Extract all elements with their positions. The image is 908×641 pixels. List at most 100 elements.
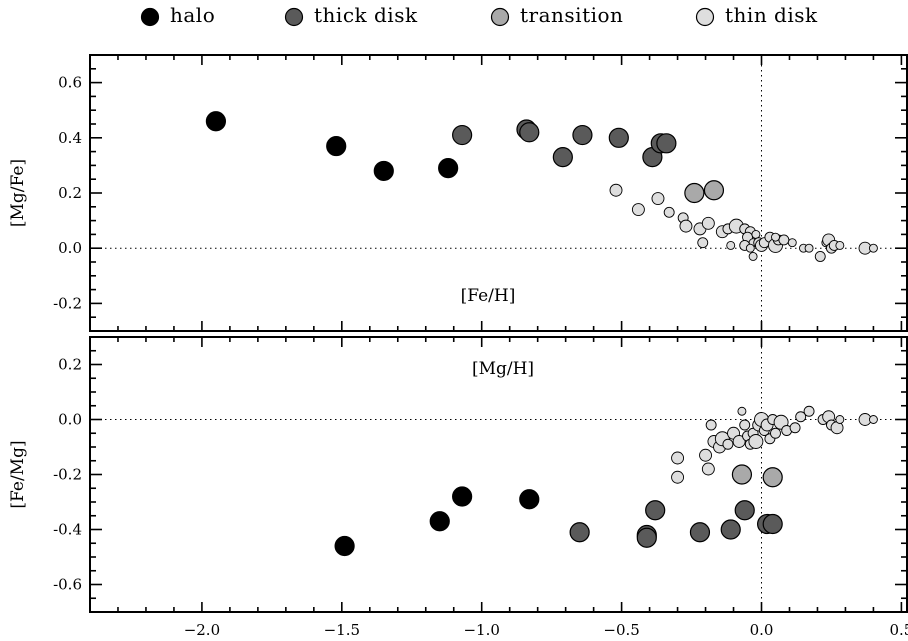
panel-mgfe-vs-feh: -0.2 0.0 0.2 0.4 0.6 [Fe/H] [Mg/Fe]: [8, 54, 908, 332]
series-halo: [334, 486, 540, 557]
data-point-thin: [732, 435, 746, 448]
legend-marker-thin: [695, 7, 715, 27]
legend-label-thin: thin disk: [725, 3, 818, 27]
data-point-halo: [519, 489, 540, 510]
legend-item-transition: transition: [490, 3, 623, 27]
data-point-thin: [751, 229, 761, 239]
data-point-thin: [804, 243, 814, 253]
x-axis-label: [Fe/H]: [461, 286, 516, 306]
legend-item-halo: halo: [140, 3, 215, 27]
x-tick-label: −2.0: [184, 621, 220, 639]
data-point-thin: [789, 422, 801, 434]
series-transition: [731, 464, 783, 488]
y-tick-label: 0.0: [58, 411, 82, 429]
data-point-thin: [663, 206, 675, 218]
x-tick-label: 0.5: [889, 621, 908, 639]
data-point-thin: [787, 238, 797, 248]
data-point-thin: [778, 234, 790, 246]
data-point-thick: [569, 522, 590, 543]
y-axis-label: [Mg/Fe]: [8, 159, 28, 227]
data-point-thin: [699, 448, 712, 462]
series-halo: [205, 111, 459, 182]
y-tick-label: -0.6: [53, 576, 82, 594]
data-point-thick: [572, 124, 593, 146]
series-transition: [684, 180, 725, 204]
data-point-thin: [748, 252, 758, 261]
data-point-halo: [326, 135, 347, 157]
y-axis-label: [Fe/Mg]: [8, 440, 28, 508]
data-point-thin: [868, 415, 878, 424]
data-point-thin: [722, 438, 734, 450]
data-point-thick: [519, 122, 540, 143]
y-tick-label: 0.0: [58, 239, 82, 257]
data-point-transition: [703, 180, 725, 201]
x-tick-label: 0.0: [750, 621, 774, 639]
data-point-thin: [814, 251, 826, 262]
legend-label-halo: halo: [170, 3, 215, 27]
data-point-halo: [334, 535, 355, 557]
x-tick-label: −0.5: [603, 621, 639, 639]
x-tick-label: −1.0: [463, 621, 499, 639]
data-point-thin: [701, 216, 715, 230]
data-point-thin: [795, 411, 807, 423]
data-point-thin: [651, 192, 665, 205]
data-point-halo: [438, 158, 459, 179]
data-point-halo: [205, 111, 227, 132]
data-point-thin: [739, 419, 751, 431]
y-tick-label: 0.2: [58, 184, 82, 202]
data-point-thin: [745, 243, 755, 253]
data-point-halo: [429, 511, 450, 532]
data-point-transition: [762, 467, 783, 488]
data-point-thin: [671, 470, 685, 484]
legend-label-thick: thick disk: [314, 3, 418, 27]
y-tick-label: -0.4: [53, 521, 82, 539]
data-point-thin: [737, 406, 747, 416]
data-point-thin: [631, 203, 645, 217]
legend-marker-halo: [140, 7, 160, 27]
panel-femg-vs-mgh: -0.6 -0.4 -0.2 0.0 0.2 −2.0 −1.5 −1.0 −0.5 0.0 0.5…: [8, 336, 908, 639]
data-point-thin: [609, 183, 623, 197]
data-point-thick: [734, 500, 755, 521]
y-tick-label: -0.2: [53, 294, 82, 312]
data-point-transition: [684, 182, 705, 204]
data-point-thick: [656, 133, 677, 154]
y-tick-label: 0.4: [58, 129, 82, 147]
x-tick-label: −1.5: [324, 621, 360, 639]
data-point-halo: [452, 486, 473, 507]
data-point-thin: [701, 462, 715, 476]
series-thin: [609, 183, 878, 262]
data-point-thin: [726, 240, 736, 250]
data-point-thick: [762, 513, 783, 535]
data-point-thick: [720, 519, 741, 540]
series-thick: [569, 500, 783, 548]
data-point-thin: [835, 240, 845, 250]
legend-marker-thick: [284, 7, 304, 27]
series-thin: [671, 405, 878, 484]
legend-item-thick: thick disk: [284, 3, 418, 27]
data-point-thick: [645, 500, 666, 521]
data-point-thin: [803, 405, 815, 417]
data-point-thin: [697, 237, 709, 249]
series-thick: [452, 119, 677, 168]
data-point-thin: [679, 219, 693, 233]
data-point-thick: [689, 522, 711, 543]
legend: halo thick disk transition thin disk: [140, 3, 818, 27]
data-point-halo: [373, 160, 394, 182]
data-point-thick: [552, 147, 573, 168]
data-point-thick: [452, 124, 473, 146]
data-point-thin: [835, 415, 845, 424]
data-point-thin: [770, 427, 781, 439]
legend-marker-transition: [490, 7, 510, 27]
y-tick-label: 0.6: [58, 74, 82, 92]
data-point-thin: [868, 243, 878, 253]
data-point-thick: [636, 527, 657, 548]
y-tick-label: -0.2: [53, 466, 82, 484]
data-point-thin: [705, 419, 717, 431]
data-point-thin: [771, 232, 780, 242]
legend-label-transition: transition: [520, 3, 623, 27]
data-point-thin: [748, 434, 764, 449]
data-point-thick: [608, 127, 629, 148]
data-point-transition: [731, 464, 753, 485]
y-tick-label: 0.2: [58, 356, 82, 374]
